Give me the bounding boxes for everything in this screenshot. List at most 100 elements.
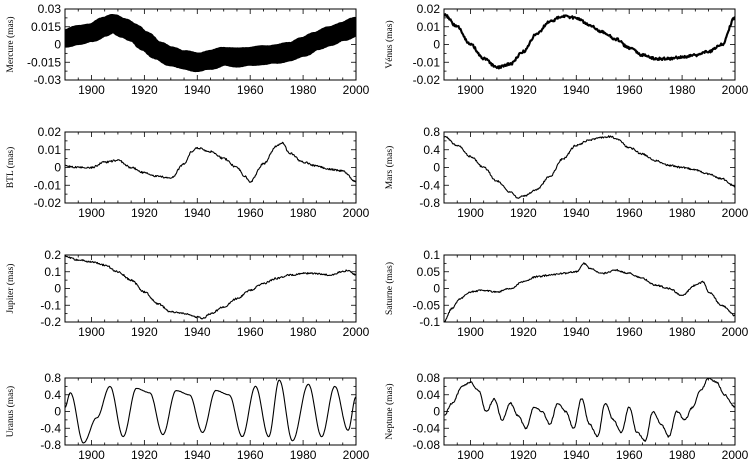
x-tick-label: 1920 [510, 325, 537, 339]
x-tick-label: 1940 [184, 448, 211, 461]
x-tick-label: 1940 [184, 325, 211, 339]
x-tick-label: 1940 [563, 206, 590, 220]
y-tick-label: -0.08 [413, 438, 441, 452]
series-line [65, 141, 356, 183]
y-tick-label: 0.8 [44, 371, 61, 385]
y-axis-label: Neptune (mas) [384, 383, 395, 439]
y-tick-label: -0.01 [34, 178, 62, 192]
y-tick-label: -0.03 [34, 73, 62, 87]
panel-2: 1900 1920 1940 1960 1980 2000 -0.02 -0.01 0 0.01 0… [5, 125, 370, 220]
axes-frame [443, 254, 736, 323]
series-line [444, 378, 735, 442]
axes-frame [443, 131, 736, 204]
y-tick-label: 0.01 [417, 20, 441, 34]
x-tick-label: 1980 [669, 325, 696, 339]
x-tick-label: 1940 [563, 448, 590, 461]
y-tick-label: 0 [54, 161, 61, 175]
y-tick-label: 0 [54, 282, 61, 296]
y-tick-label: 0.08 [417, 371, 441, 385]
x-tick-label: 1980 [669, 448, 696, 461]
y-axis-label: Uranus (mas) [5, 386, 16, 437]
y-tick-label: -0.4 [40, 421, 61, 435]
y-tick-label: -0.05 [413, 298, 441, 312]
x-tick-label: 1920 [131, 448, 158, 461]
y-tick-label: 0 [433, 161, 440, 175]
y-tick-label: -0.1 [40, 298, 61, 312]
x-tick-label: 1960 [237, 206, 264, 220]
y-tick-label: 0.01 [38, 143, 62, 157]
panel-3: 1900 1920 1940 1960 1980 2000 -0.8 -0.4 0 0.4 0.8 M… [384, 125, 749, 220]
y-tick-label: 0.015 [31, 20, 61, 34]
panel-6: 1900 1920 1940 1960 1980 2000 -0.8 -0.4 0 0.4 0.8 U… [5, 371, 370, 461]
y-axis-label: Vénus (mas) [384, 20, 395, 68]
y-tick-label: -0.015 [27, 55, 61, 69]
x-tick-label: 1960 [616, 206, 643, 220]
series-line [65, 379, 356, 444]
x-tick-label: 1900 [78, 448, 105, 461]
y-tick-label: 0.03 [38, 2, 62, 16]
x-tick-label: 1920 [510, 83, 537, 97]
y-tick-label: 0.4 [423, 143, 440, 157]
y-axis-label: Jupiter (mas) [5, 264, 16, 314]
x-tick-label: 1920 [131, 83, 158, 97]
y-tick-label: 0.1 [44, 265, 61, 279]
x-tick-label: 1960 [616, 448, 643, 461]
y-tick-label: 0.4 [44, 388, 61, 402]
y-tick-label: 0.04 [417, 388, 441, 402]
series-line [65, 13, 356, 73]
x-tick-label: 2000 [343, 325, 370, 339]
x-tick-label: 1900 [78, 83, 105, 97]
y-tick-label: -0.1 [419, 315, 440, 329]
panel-1: 1900 1920 1940 1960 1980 2000 -0.02 -0.01 0 0.01 0… [384, 2, 749, 97]
y-tick-label: 0 [54, 38, 61, 52]
y-tick-label: 0.1 [423, 248, 440, 262]
x-tick-label: 1920 [131, 206, 158, 220]
y-axis-label: BTL (mas) [5, 147, 16, 189]
y-tick-label: -0.01 [413, 55, 441, 69]
x-tick-label: 1960 [616, 325, 643, 339]
x-tick-label: 1960 [237, 83, 264, 97]
y-tick-label: 0.02 [417, 2, 441, 16]
series-line [444, 135, 735, 199]
x-tick-label: 1900 [78, 325, 105, 339]
x-tick-label: 1980 [290, 83, 317, 97]
x-tick-label: 1900 [78, 206, 105, 220]
panel-5: 1900 1920 1940 1960 1980 2000 -0.1 -0.05 0 0.05 0.… [384, 248, 749, 339]
x-tick-label: 1960 [616, 83, 643, 97]
x-tick-label: 1940 [563, 83, 590, 97]
y-tick-label: 0 [433, 405, 440, 419]
y-tick-label: 0.05 [417, 265, 441, 279]
y-tick-label: -0.4 [419, 178, 440, 192]
x-tick-label: 2000 [722, 83, 749, 97]
x-tick-label: 2000 [343, 83, 370, 97]
y-tick-label: 0 [433, 282, 440, 296]
x-tick-label: 1900 [457, 325, 484, 339]
x-tick-label: 1980 [290, 448, 317, 461]
panel-0: 1900 1920 1940 1960 1980 2000 -0.03 -0.015 0 0.01… [5, 2, 370, 97]
y-tick-label: 0 [433, 38, 440, 52]
y-tick-label: -0.8 [40, 438, 61, 452]
x-tick-label: 1980 [290, 325, 317, 339]
panel-7: 1900 1920 1940 1960 1980 2000 -0.08 -0.04 0 0.04 0… [384, 371, 749, 461]
series-line [444, 262, 735, 322]
y-axis-label: Saturne (mas) [384, 262, 395, 315]
y-tick-label: -0.04 [413, 421, 441, 435]
x-tick-label: 1920 [510, 448, 537, 461]
y-tick-label: 0 [54, 405, 61, 419]
x-tick-label: 1980 [290, 206, 317, 220]
x-tick-label: 2000 [722, 448, 749, 461]
axes-frame [443, 8, 736, 81]
x-tick-label: 1980 [669, 83, 696, 97]
y-tick-label: -0.02 [413, 73, 441, 87]
axes-frame [443, 377, 736, 446]
series-line [444, 13, 735, 70]
x-tick-label: 2000 [343, 448, 370, 461]
axes-frame [64, 254, 357, 323]
x-tick-label: 1940 [563, 325, 590, 339]
x-tick-label: 1900 [457, 206, 484, 220]
x-tick-label: 2000 [343, 206, 370, 220]
x-tick-label: 1960 [237, 448, 264, 461]
y-tick-label: 0.2 [44, 248, 61, 262]
y-tick-label: -0.2 [40, 315, 61, 329]
